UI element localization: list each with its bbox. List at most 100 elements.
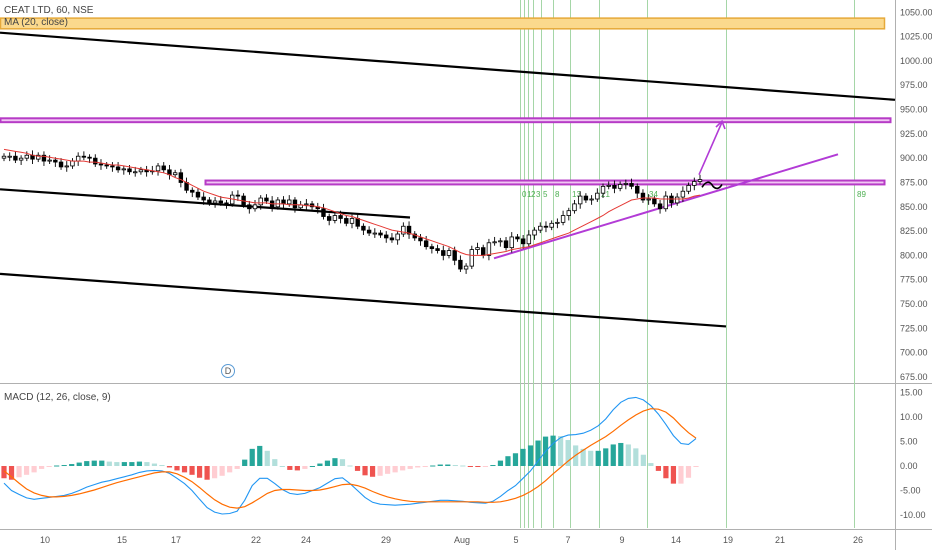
macd-histogram-bar	[400, 466, 406, 471]
macd-histogram-bar	[151, 463, 158, 466]
macd-tick-label: 15.00	[900, 388, 923, 398]
macd-histogram-bar	[23, 466, 30, 475]
candle	[657, 203, 663, 210]
time-tick-label: 22	[251, 535, 261, 545]
candle	[646, 198, 651, 201]
macd-histogram-bar	[8, 466, 15, 480]
time-tick-label: 14	[671, 535, 681, 545]
time-tick-label: 19	[723, 535, 733, 545]
macd-histogram-bar	[84, 461, 90, 466]
candle	[218, 200, 223, 204]
candle	[674, 196, 680, 204]
candle	[64, 165, 69, 168]
candle	[321, 208, 326, 217]
candle	[686, 184, 691, 192]
macd-histogram-bar	[648, 463, 654, 466]
macd-histogram-bar	[512, 453, 519, 466]
macd-histogram-bar	[76, 462, 82, 466]
candle	[121, 168, 127, 171]
candle	[36, 154, 41, 160]
macd-histogram-bar	[482, 466, 488, 467]
macd-histogram-bar	[39, 466, 45, 469]
candle	[549, 222, 554, 228]
candle	[18, 157, 24, 161]
macd-histogram-bar	[369, 466, 376, 477]
macd-histogram-bar	[166, 466, 173, 468]
macd-histogram-bar	[460, 465, 466, 467]
macd-histogram-bar	[490, 465, 496, 467]
candle	[538, 225, 543, 231]
candle	[93, 157, 98, 165]
candle	[133, 171, 138, 174]
macd-histogram-bar	[332, 458, 338, 466]
macd-histogram-bar	[339, 459, 346, 466]
candle	[589, 198, 594, 201]
candle	[332, 215, 338, 221]
macd-histogram-bar	[693, 466, 699, 467]
macd-histogram-bar	[430, 465, 436, 467]
macd-histogram-bar	[625, 444, 631, 466]
macd-histogram-bar	[54, 465, 60, 467]
candle	[275, 199, 281, 208]
candle	[361, 225, 366, 231]
candle	[161, 165, 166, 171]
candle	[247, 204, 252, 210]
candle	[486, 242, 492, 256]
candle	[349, 218, 355, 224]
candle	[629, 183, 634, 187]
macd-histogram-bar	[181, 466, 188, 473]
pink-zone-lower	[204, 179, 886, 186]
candle	[98, 163, 104, 166]
fib-time-label: 13	[572, 190, 581, 199]
candle	[515, 236, 520, 240]
macd-histogram-bar	[362, 466, 368, 476]
candle	[110, 165, 115, 168]
ma-legend: MA (20, close)	[4, 17, 68, 28]
fib-time-label: 89	[857, 190, 866, 199]
macd-histogram-bar	[670, 466, 677, 484]
time-tick-label: 9	[619, 535, 624, 545]
macd-histogram-bar	[527, 445, 534, 466]
candle	[583, 195, 589, 201]
ma-line	[3, 148, 701, 256]
macd-histogram-bar	[520, 448, 526, 466]
macd-tick-label: -5.00	[900, 486, 921, 496]
macd-histogram-bar	[1, 466, 7, 479]
dividend-marker-icon	[221, 364, 235, 378]
resistance-zone	[0, 17, 886, 30]
candle	[47, 159, 52, 162]
candle	[41, 154, 47, 162]
macd-histogram-bar	[385, 466, 391, 474]
macd-histogram-bar	[640, 454, 646, 466]
price-tick-label: 1000.00	[900, 56, 932, 66]
candle	[498, 240, 503, 243]
candle	[612, 184, 617, 189]
candle	[652, 198, 657, 205]
candle	[58, 161, 64, 168]
fib-time-label: 34	[649, 190, 658, 199]
fib-time-label: 3	[536, 190, 541, 199]
candle	[406, 225, 412, 235]
macd-histogram-bar	[558, 436, 564, 466]
candle	[138, 169, 144, 173]
macd-histogram-bar	[61, 465, 67, 467]
macd-histogram-bar	[603, 448, 609, 466]
macd-histogram-bar	[633, 448, 639, 466]
candle	[640, 192, 646, 201]
macd-histogram-bar	[294, 466, 300, 471]
macd-histogram-bar	[535, 440, 541, 466]
candle	[75, 155, 81, 162]
candle	[617, 184, 623, 189]
macd-histogram-bar	[136, 461, 142, 466]
candle	[389, 237, 395, 241]
candle	[292, 199, 298, 209]
candle	[509, 236, 514, 249]
candle	[224, 202, 229, 205]
macd-histogram-bar	[189, 466, 195, 475]
macd-histogram-bar	[422, 466, 428, 467]
candle	[207, 199, 212, 204]
macd-histogram-bar	[99, 460, 105, 466]
candle	[372, 232, 378, 235]
macd-histogram-bar	[497, 460, 504, 466]
